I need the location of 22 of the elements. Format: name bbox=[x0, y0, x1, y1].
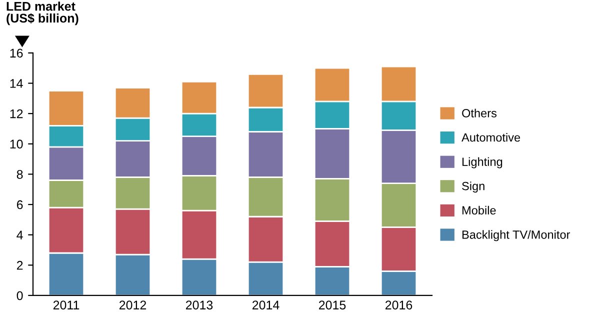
y-tick-label: 10 bbox=[10, 140, 23, 149]
x-tick-label: 2016 bbox=[385, 300, 412, 310]
legend-label: Automotive bbox=[462, 132, 520, 142]
legend-label: Lighting bbox=[462, 157, 502, 168]
x-tick-label: 2015 bbox=[318, 300, 346, 310]
y-tick-label: 16 bbox=[10, 48, 23, 58]
x-tick-label: 2011 bbox=[53, 300, 80, 310]
y-tick-label: 8 bbox=[16, 170, 23, 179]
y-tick-label: 4 bbox=[16, 230, 23, 240]
y-axis-title: LED market (US$ billion) bbox=[6, 2, 78, 26]
y-tick-label: 12 bbox=[10, 109, 23, 118]
legend-label: Backlight TV/Monitor bbox=[462, 230, 570, 242]
y-tick-label: 2 bbox=[16, 260, 23, 270]
legend-label: Sign bbox=[462, 182, 484, 193]
x-tick-label: 2013 bbox=[186, 300, 213, 310]
x-tick-label: 2012 bbox=[119, 300, 146, 310]
legend-label: Mobile bbox=[462, 206, 496, 215]
legend-label: Others bbox=[462, 108, 497, 118]
y-tick-label: 0 bbox=[16, 291, 23, 300]
x-tick-label: 2014 bbox=[252, 300, 280, 310]
y-tick-label: 14 bbox=[10, 79, 23, 88]
y-tick-label: 6 bbox=[16, 200, 23, 210]
